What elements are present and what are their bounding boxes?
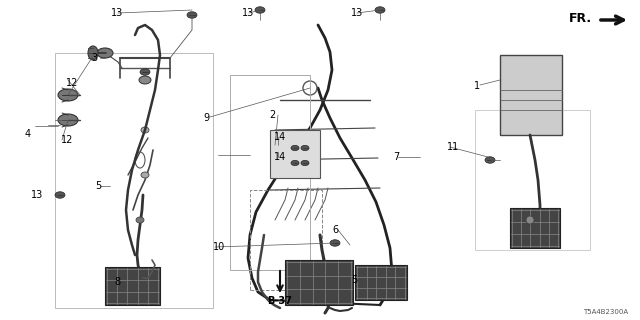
Bar xyxy=(285,260,353,305)
Text: 1: 1 xyxy=(474,81,480,92)
Text: 13: 13 xyxy=(111,8,124,19)
Text: 14: 14 xyxy=(274,132,286,142)
Text: 11: 11 xyxy=(447,142,459,152)
Ellipse shape xyxy=(301,160,309,166)
Bar xyxy=(230,75,310,270)
Text: 3: 3 xyxy=(92,52,98,63)
Text: 9: 9 xyxy=(204,113,210,124)
Text: B-37: B-37 xyxy=(268,296,292,306)
Ellipse shape xyxy=(136,217,144,223)
Ellipse shape xyxy=(187,12,197,18)
Ellipse shape xyxy=(291,145,299,151)
Ellipse shape xyxy=(291,160,299,166)
Text: 12: 12 xyxy=(66,78,78,88)
Text: 7: 7 xyxy=(394,152,400,162)
Text: 6: 6 xyxy=(333,225,339,236)
Text: 5: 5 xyxy=(95,180,101,191)
Text: 5: 5 xyxy=(351,275,357,285)
Ellipse shape xyxy=(88,46,98,60)
Bar xyxy=(105,267,160,305)
Ellipse shape xyxy=(58,114,78,126)
Text: 10: 10 xyxy=(212,242,225,252)
Ellipse shape xyxy=(55,192,65,198)
Text: 13: 13 xyxy=(351,8,364,19)
Ellipse shape xyxy=(97,48,113,58)
Ellipse shape xyxy=(58,89,78,101)
Ellipse shape xyxy=(375,7,385,13)
Ellipse shape xyxy=(141,127,149,133)
Text: FR.: FR. xyxy=(569,12,592,25)
Ellipse shape xyxy=(255,7,265,13)
Bar xyxy=(500,55,562,135)
Ellipse shape xyxy=(139,76,151,84)
Text: 12: 12 xyxy=(61,135,73,145)
Text: 8: 8 xyxy=(114,277,120,287)
Bar xyxy=(475,110,590,250)
Text: T5A4B2300A: T5A4B2300A xyxy=(583,309,628,315)
Bar xyxy=(355,265,407,300)
Text: 13: 13 xyxy=(242,8,255,19)
Bar xyxy=(270,130,320,178)
Bar xyxy=(250,190,322,290)
Text: 2: 2 xyxy=(269,110,275,120)
Text: 4: 4 xyxy=(24,129,31,140)
Ellipse shape xyxy=(140,69,150,75)
Ellipse shape xyxy=(526,216,534,224)
Text: 13: 13 xyxy=(31,189,43,200)
Ellipse shape xyxy=(301,145,309,151)
Ellipse shape xyxy=(330,240,340,246)
Ellipse shape xyxy=(141,172,149,178)
Text: 14: 14 xyxy=(274,152,286,162)
Ellipse shape xyxy=(485,157,495,163)
Bar xyxy=(55,53,213,308)
Bar xyxy=(510,208,560,248)
